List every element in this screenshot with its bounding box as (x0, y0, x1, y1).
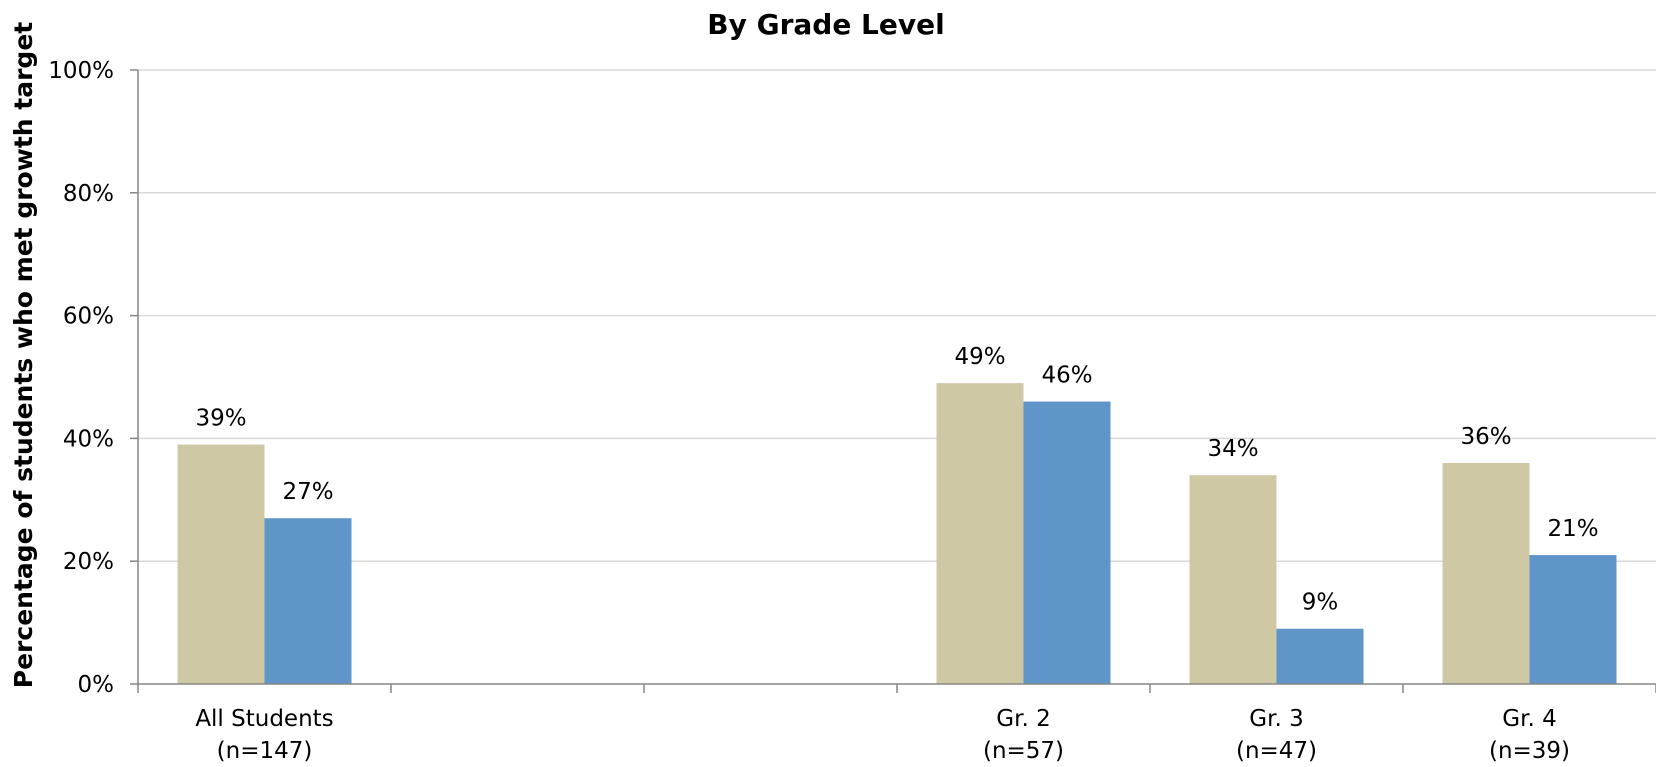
y-tick-label: 20% (63, 549, 114, 575)
data-label: 27% (282, 479, 333, 505)
category-labels: All Students (n=147) Gr. 2 (n=57) Gr. 3 (n=47… (195, 706, 1570, 764)
data-label: 46% (1041, 363, 1092, 389)
bar (1023, 401, 1111, 684)
y-axis-label: Percentage of students who met growth ta… (9, 22, 38, 689)
bar (936, 383, 1024, 684)
category-label: Gr. 4 (1502, 706, 1556, 732)
axes (130, 69, 1656, 693)
y-tick-label: 100% (48, 58, 114, 84)
bar (177, 444, 265, 684)
bar (1529, 555, 1617, 684)
data-label: 9% (1302, 590, 1339, 616)
category-label: All Students (195, 706, 333, 732)
data-labels: 39% 27% 49% 46% 34% 9% 36% 21% (195, 344, 1598, 616)
data-label: 34% (1207, 436, 1258, 462)
bar (264, 518, 352, 684)
bar (1189, 475, 1277, 684)
y-tick-label: 60% (63, 304, 114, 330)
chart-title: By Grade Level (707, 8, 944, 41)
bar (1442, 462, 1530, 684)
y-tick-labels: 0% 20% 40% 60% 80% 100% (48, 58, 114, 698)
data-label: 36% (1460, 424, 1511, 450)
category-sublabel: (n=47) (1236, 738, 1317, 764)
data-label: 21% (1547, 516, 1598, 542)
data-label: 49% (954, 344, 1005, 370)
gridlines (138, 69, 1656, 562)
y-tick-label: 0% (78, 672, 115, 698)
category-sublabel: (n=147) (217, 738, 313, 764)
category-sublabel: (n=57) (983, 738, 1064, 764)
bars (177, 383, 1617, 684)
y-tick-label: 40% (63, 426, 114, 452)
category-sublabel: (n=39) (1489, 738, 1570, 764)
data-label: 39% (195, 406, 246, 432)
category-label: Gr. 3 (1249, 706, 1303, 732)
category-label: Gr. 2 (996, 706, 1050, 732)
bar (1276, 628, 1364, 684)
y-tick-label: 80% (63, 181, 114, 207)
